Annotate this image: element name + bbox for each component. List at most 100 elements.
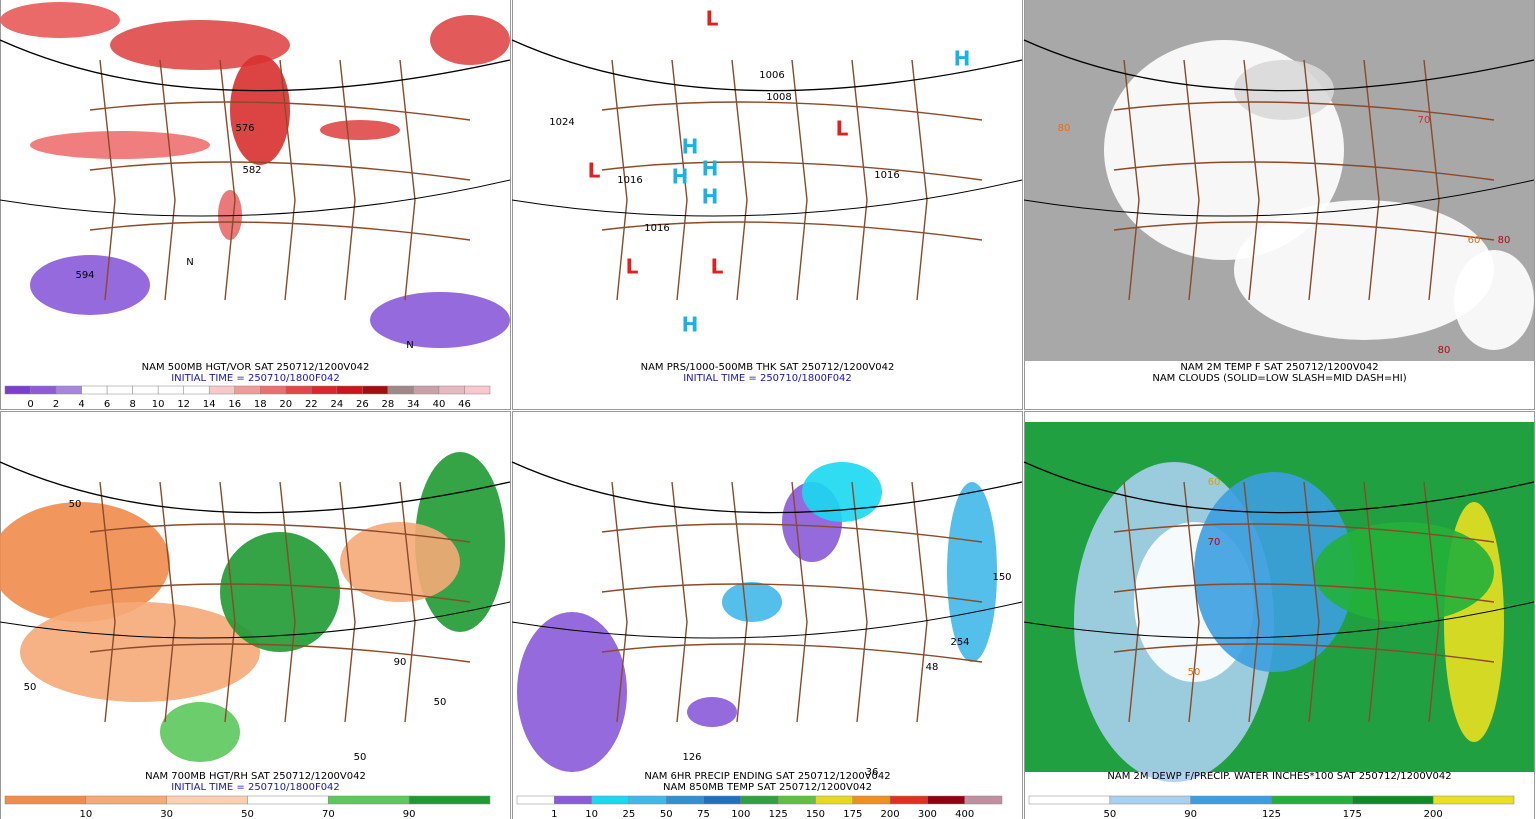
colorbar-label: 400 xyxy=(955,809,974,819)
border-line xyxy=(671,59,688,301)
colorbar-label: 30 xyxy=(160,809,173,819)
map-label: H xyxy=(682,135,699,159)
colorbar-label: 75 xyxy=(697,809,710,819)
colorbar-box xyxy=(740,795,779,805)
colorbar-label: 25 xyxy=(623,809,636,819)
border-line xyxy=(399,59,416,301)
colorbar-box xyxy=(852,795,891,805)
map-label: 70 xyxy=(1208,537,1221,548)
colorbar-box xyxy=(4,795,87,805)
map-background xyxy=(513,0,1022,361)
map-label: N xyxy=(186,257,193,268)
colorbar-box xyxy=(81,385,108,395)
border-line xyxy=(219,481,236,723)
colorbar-label: 200 xyxy=(881,809,900,819)
border-line xyxy=(219,59,236,301)
colorbar-label: 50 xyxy=(660,809,673,819)
colorbar-label: 200 xyxy=(1424,809,1443,819)
border-line xyxy=(601,101,983,121)
border-line xyxy=(89,523,471,543)
colorbar-label: 300 xyxy=(918,809,937,819)
map: 50 60 70 xyxy=(1023,422,1535,782)
map-label: H xyxy=(682,313,699,337)
border-line xyxy=(1243,481,1260,723)
map-label: L xyxy=(706,7,719,31)
colorbar-box xyxy=(285,385,312,395)
colorbar-box xyxy=(1432,795,1515,805)
border-line xyxy=(611,481,628,723)
colorbar-label: 1 xyxy=(551,809,557,819)
map-label: 48 xyxy=(926,662,939,673)
map-label: 70 xyxy=(1418,115,1431,126)
map-label: 50 xyxy=(354,752,367,763)
border-line xyxy=(1113,221,1495,241)
caption: NAM 6HR PRECIP ENDING SAT 250712/1200V04… xyxy=(644,771,890,782)
map-label: 50 xyxy=(434,697,447,708)
border-line xyxy=(89,161,471,181)
colorbar-label: 8 xyxy=(129,399,135,410)
border-line xyxy=(89,221,471,241)
colorbar-label: 40 xyxy=(433,399,446,410)
map-label: 254 xyxy=(950,637,969,648)
panel: 80 60 70 80 80 NAM 2M TEMP F SAT 250712/1200V… xyxy=(1023,0,1535,410)
map-label: 60 xyxy=(1468,235,1481,246)
map-label: L xyxy=(588,159,601,183)
shaded-area xyxy=(0,502,170,622)
shaded-area xyxy=(218,190,242,240)
map-label: 80 xyxy=(1058,123,1071,134)
colorbar-label: 50 xyxy=(241,809,254,819)
border-line xyxy=(731,59,748,301)
caption: INITIAL TIME = 250710/1800F042 xyxy=(171,373,340,384)
map-label: 1008 xyxy=(766,92,791,103)
map-label: H xyxy=(702,157,719,181)
contour xyxy=(511,179,1023,217)
border-line xyxy=(791,59,808,301)
shaded-area xyxy=(30,255,150,315)
shaded-area xyxy=(947,482,997,662)
colorbar-box xyxy=(247,795,329,805)
map-label: 90 xyxy=(394,657,407,668)
colorbar-box xyxy=(311,385,338,395)
contour xyxy=(511,39,1023,92)
colorbar-box xyxy=(85,795,167,805)
colorbar-label: 4 xyxy=(78,399,84,410)
map-label: 50 xyxy=(69,499,82,510)
caption: NAM PRS/1000-500MB THK SAT 250712/1200V0… xyxy=(641,362,895,373)
caption: INITIAL TIME = 250710/1800F042 xyxy=(683,373,852,384)
border-line xyxy=(89,583,471,603)
map-label: H xyxy=(954,47,971,71)
shaded-area xyxy=(1314,522,1494,622)
border-line xyxy=(399,481,416,723)
map-label: L xyxy=(711,255,724,279)
border-line xyxy=(911,59,928,301)
border-line xyxy=(1423,481,1440,723)
border-line xyxy=(731,481,748,723)
colorbar-box xyxy=(591,795,630,805)
border-line xyxy=(1243,59,1260,301)
colorbar-box xyxy=(964,795,1003,805)
map-label: 582 xyxy=(242,165,261,176)
colorbar-label: 100 xyxy=(731,809,750,819)
border-line xyxy=(1113,523,1495,543)
colorbar-label: 150 xyxy=(806,809,825,819)
colorbar-box xyxy=(1271,795,1353,805)
border-line xyxy=(671,481,688,723)
colorbar-label: 125 xyxy=(1262,809,1281,819)
map-label: 1016 xyxy=(644,223,669,234)
colorbar-box xyxy=(408,795,491,805)
colorbar-box xyxy=(362,385,389,395)
map: 50 50 50 50 90 xyxy=(0,422,511,772)
colorbar-label: 10 xyxy=(152,399,165,410)
caption: NAM 850MB TEMP SAT 250712/1200V042 xyxy=(663,782,872,793)
map-label: 576 xyxy=(235,123,254,134)
colorbar-box xyxy=(1028,795,1111,805)
colorbar-box xyxy=(157,385,184,395)
colorbar-box xyxy=(234,385,261,395)
colorbar-box xyxy=(30,385,57,395)
colorbar-label: 46 xyxy=(458,399,471,410)
border-line xyxy=(1423,59,1440,301)
colorbar-label: 18 xyxy=(254,399,267,410)
